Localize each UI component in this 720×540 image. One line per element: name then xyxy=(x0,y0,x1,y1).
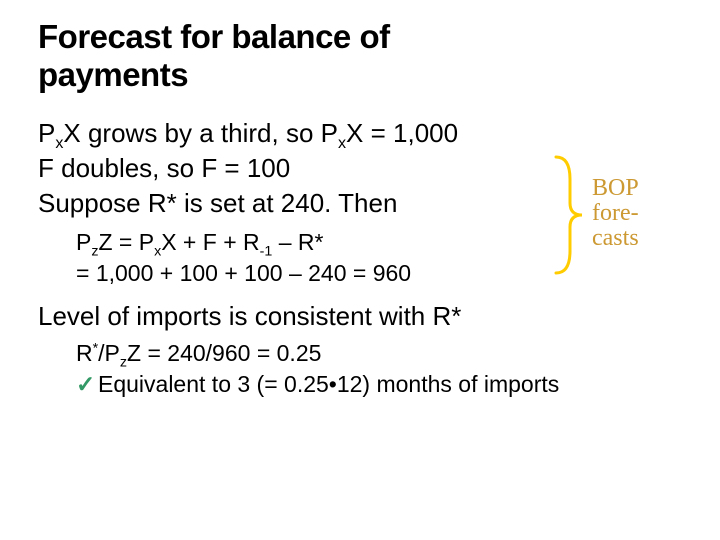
imports-line: Level of imports is consistent with R* xyxy=(38,299,692,334)
annot-line-1: BOP xyxy=(592,176,639,201)
final-block: R*/PzZ = 240/960 = 0.25 ✓Equivalent to 3… xyxy=(76,338,692,400)
txt: X + F + R xyxy=(161,229,259,255)
annot-line-2: fore- xyxy=(592,201,639,226)
brace-path xyxy=(556,157,582,273)
txt: R xyxy=(76,340,93,366)
body-line-1: PxX grows by a third, so PxX = 1,000 xyxy=(38,116,692,151)
check-icon: ✓ xyxy=(76,369,98,400)
brace-icon xyxy=(552,155,586,275)
txt: X grows by a third, so P xyxy=(63,118,338,148)
txt: Z = P xyxy=(98,229,154,255)
txt: Z = 240/960 = 0.25 xyxy=(127,340,321,366)
txt: Equivalent to 3 (= 0.25•12) months of im… xyxy=(98,371,559,397)
txt: – R* xyxy=(272,229,323,255)
txt: X = 1,000 xyxy=(346,118,458,148)
txt: P xyxy=(76,229,91,255)
imports-line-wrap: Level of imports is consistent with R* xyxy=(38,299,692,334)
slide-title: Forecast for balance of payments xyxy=(38,18,692,94)
txt: P xyxy=(38,118,55,148)
final-line-2: ✓Equivalent to 3 (= 0.25•12) months of i… xyxy=(76,369,692,400)
title-line-1: Forecast for balance of xyxy=(38,18,692,56)
txt: /P xyxy=(98,340,120,366)
eq-line-2: = 1,000 + 100 + 100 – 240 = 960 xyxy=(76,258,692,289)
final-line-1: R*/PzZ = 240/960 = 0.25 xyxy=(76,338,692,369)
slide: Forecast for balance of payments PxX gro… xyxy=(0,0,720,540)
annot-line-3: casts xyxy=(592,226,639,251)
title-line-2: payments xyxy=(38,56,692,94)
annotation-label: BOP fore- casts xyxy=(592,176,639,252)
sub: x xyxy=(338,134,346,152)
